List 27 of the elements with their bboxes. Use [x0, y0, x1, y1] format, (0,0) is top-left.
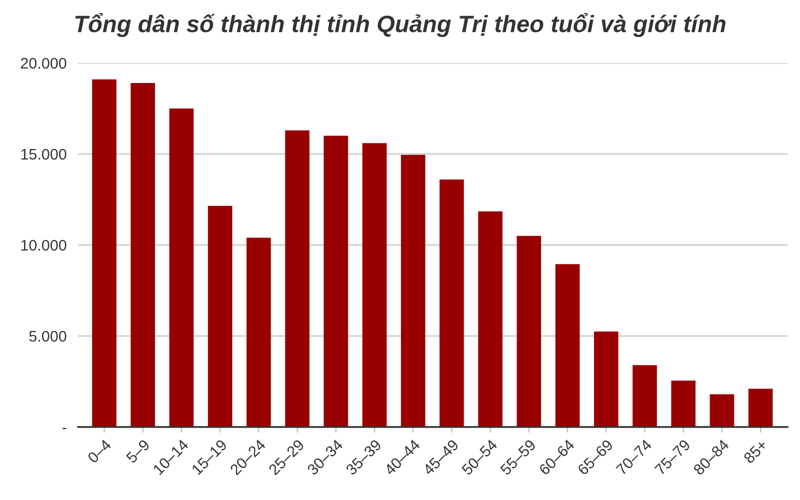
y-tick-label: 20.000 — [20, 58, 66, 69]
bar — [169, 108, 194, 427]
bar — [130, 83, 156, 427]
bar — [748, 388, 773, 427]
bar — [555, 264, 580, 427]
y-tick-label: - — [62, 428, 66, 430]
bar — [671, 380, 696, 427]
y-tick-label: 15.000 — [21, 148, 66, 160]
bar — [710, 394, 734, 427]
bar — [324, 136, 348, 427]
y-tick-label: 10.000 — [21, 240, 66, 251]
bar — [362, 143, 387, 427]
chart-title: Tổng dân số thành thị tỉnh Quảng Trị theo tuổi và giới tính — [75, 13, 726, 37]
bar — [516, 236, 542, 427]
bar — [246, 238, 271, 427]
y-tick-label: 5.000 — [29, 330, 66, 342]
bar — [594, 331, 618, 427]
bar — [92, 79, 116, 427]
x-tick-label: 5–9 — [126, 438, 150, 464]
bar — [285, 130, 310, 427]
bar — [208, 206, 232, 427]
x-tick-label: 85+ — [743, 438, 768, 464]
bar — [440, 179, 464, 427]
bar — [400, 154, 426, 427]
bar — [478, 211, 502, 427]
bar — [632, 365, 657, 427]
x-tick-label: 0–4 — [86, 438, 112, 464]
